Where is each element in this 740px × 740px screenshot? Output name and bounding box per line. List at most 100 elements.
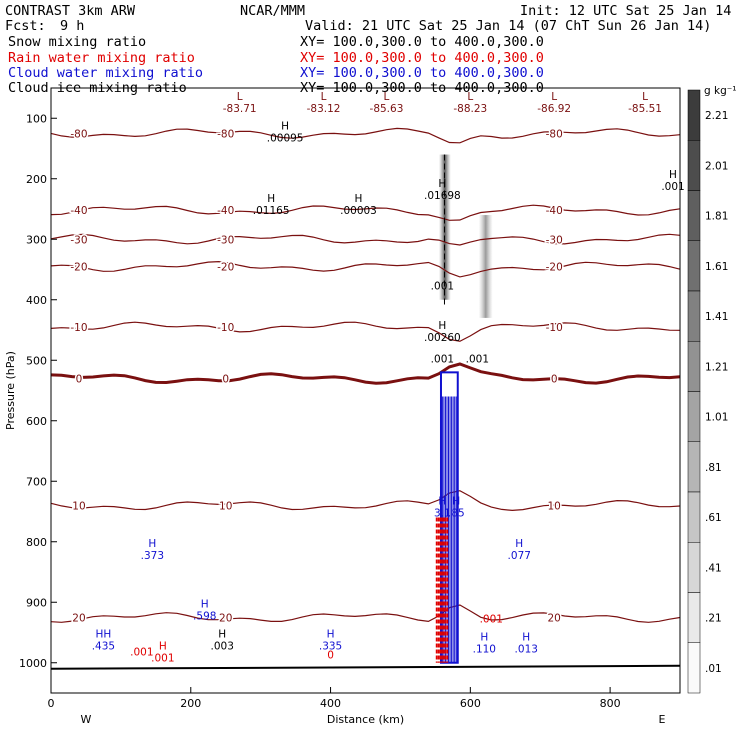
colorbar-label: .01 [705, 663, 722, 675]
max-value-label: .001 [151, 653, 174, 665]
max-marker: H [201, 598, 209, 610]
forecast-value: 9 h [60, 18, 85, 34]
isotherm-label-mid: 0 [222, 373, 229, 385]
colorbar-swatch [687, 89, 701, 141]
colorbar-label: 1.41 [705, 311, 728, 323]
low-center-value: -83.71 [223, 103, 257, 115]
colorbar-swatch [687, 642, 701, 694]
field-cloud-water-name: Cloud water mixing ratio [8, 65, 204, 81]
valid-time: Valid: 21 UTC Sat 25 Jan 14 (07 ChT Sun … [305, 18, 712, 34]
isotherm-line [50, 127, 681, 144]
isotherm-line [50, 204, 681, 221]
x-end-west: W [81, 713, 92, 726]
x-tick-label: 200 [180, 697, 201, 710]
colorbar-swatch [687, 190, 701, 241]
colorbar-label: 1.01 [705, 412, 728, 424]
center-title: NCAR/MMM [240, 3, 306, 19]
isotherm-label-east: -30 [546, 234, 563, 246]
colorbar-swatch [687, 341, 701, 392]
max-marker: H [515, 538, 523, 550]
max-marker: H [267, 193, 275, 205]
isotherm-label-mid: -20 [217, 261, 234, 273]
max-marker: H [669, 169, 677, 181]
isotherm-line [50, 362, 681, 385]
max-marker: H [218, 629, 226, 641]
max-value-label: 3.1 [434, 508, 451, 520]
colorbar-label: .21 [705, 613, 722, 625]
max-marker: H [159, 641, 167, 653]
y-tick-label: 700 [26, 475, 47, 488]
max-marker: H [148, 538, 156, 550]
isotherm-label-east: 0 [551, 373, 558, 385]
isotherm-label-mid: 20 [219, 612, 232, 624]
isotherm-line [50, 490, 681, 512]
max-marker: H [327, 629, 335, 641]
low-center-value: -86.92 [537, 103, 571, 115]
y-tick-label: 100 [26, 112, 47, 125]
y-tick-label: 900 [26, 596, 47, 609]
isotherm-label-mid: -80 [217, 128, 234, 140]
colorbar-label: .61 [705, 512, 722, 524]
max-value-label: .00095 [267, 132, 304, 144]
y-axis-title: Pressure (hPa) [4, 351, 17, 430]
y-tick-label: 200 [26, 173, 47, 186]
max-value-label: .598 [193, 610, 216, 622]
x-tick-label: 800 [600, 697, 621, 710]
model-title: CONTRAST 3km ARW [5, 3, 136, 19]
max-marker: HH [96, 629, 112, 641]
colorbar-swatch [687, 240, 701, 292]
colorbar-label: 2.01 [705, 160, 728, 172]
colorbar-swatch [687, 592, 701, 643]
low-center-marker: L [551, 91, 557, 103]
colorbar-label: 2.21 [705, 110, 728, 122]
x-axis-title: Distance (km) [327, 713, 404, 726]
colorbar-swatch [687, 140, 701, 191]
max-value-label: .110 [473, 644, 496, 656]
max-value-label: .001 [431, 353, 454, 365]
max-value-label: .335 [319, 641, 342, 653]
isotherm-label-mid: -30 [217, 234, 234, 246]
max-value-label: .00003 [340, 205, 377, 217]
isotherm-label-west: -20 [70, 261, 87, 273]
max-marker: H [355, 193, 363, 205]
max-value-label: .003 [211, 641, 234, 653]
isotherm-label-east: -40 [546, 205, 563, 217]
x-tick-label: 0 [48, 697, 55, 710]
colorbar-swatch [687, 542, 701, 593]
isotherm-label-west: -10 [70, 322, 87, 334]
max-value-label: .001 [661, 181, 684, 193]
isotherm-label-mid: -10 [217, 322, 234, 334]
isotherm-label-east: -20 [546, 261, 563, 273]
low-center-marker: L [642, 91, 648, 103]
isotherm-label-west: -40 [70, 205, 87, 217]
max-value-label: .85 [448, 508, 465, 520]
colorbar-swatch [687, 391, 701, 442]
isotherm-label-east: 10 [548, 500, 561, 512]
isotherm-label-east: -10 [546, 322, 563, 334]
max-marker: H [480, 632, 488, 644]
colorbar-swatch [687, 290, 701, 342]
max-value-label: .435 [92, 641, 115, 653]
low-center-marker: L [467, 91, 473, 103]
isotherm-label-mid: 10 [219, 500, 232, 512]
y-tick-label: 300 [26, 233, 47, 246]
colorbar-label: 1.81 [705, 211, 728, 223]
field-rain-xy: XY= 100.0,300.0 to 400.0,300.0 [300, 50, 544, 66]
max-value-label: .013 [515, 644, 538, 656]
y-tick-label: 800 [26, 536, 47, 549]
max-marker: H [438, 320, 446, 332]
snow-shade-column-east [478, 215, 493, 318]
isotherm-line [50, 260, 681, 278]
max-value-label: .01698 [424, 190, 461, 202]
max-marker: H [452, 496, 460, 508]
isotherm-label-west: -80 [70, 128, 87, 140]
low-center-value: -88.23 [453, 103, 487, 115]
max-value-label: .001 [480, 613, 503, 625]
colorbar-label: .41 [705, 562, 722, 574]
colorbar-swatch [687, 441, 701, 493]
x-end-east: E [659, 713, 666, 726]
field-snow-xy: XY= 100.0,300.0 to 400.0,300.0 [300, 34, 544, 50]
isotherm-label-west: 0 [76, 373, 83, 385]
low-center-marker: L [237, 91, 243, 103]
